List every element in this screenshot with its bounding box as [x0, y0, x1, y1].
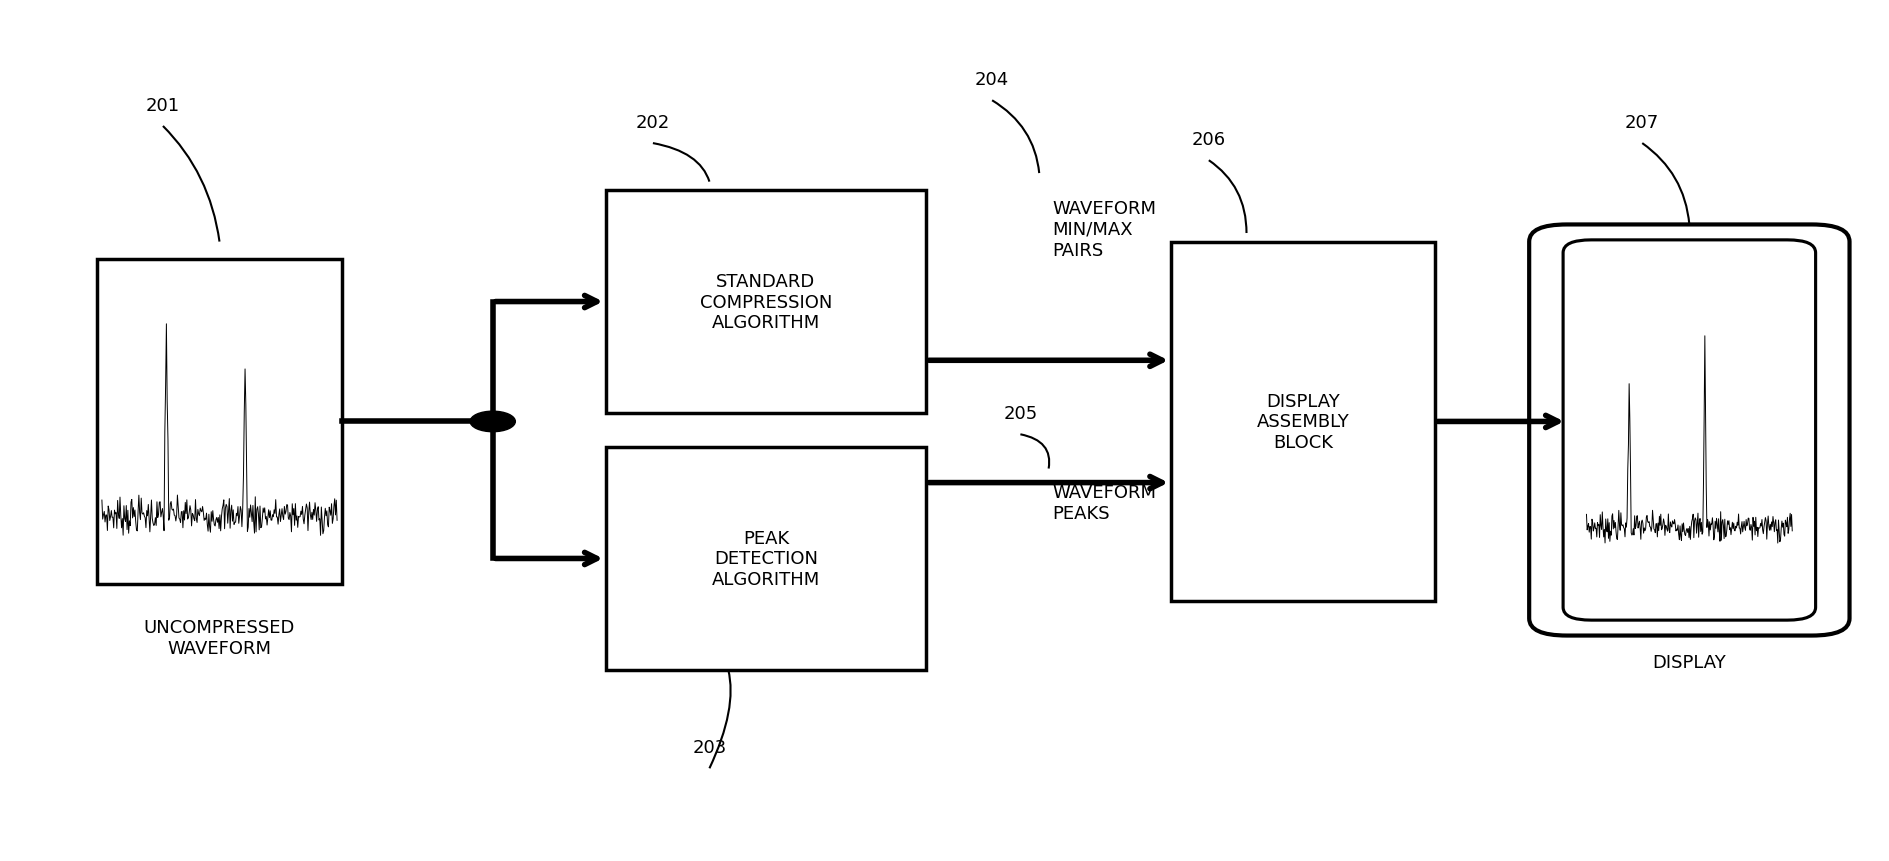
Text: 205: 205 — [1003, 405, 1037, 423]
FancyBboxPatch shape — [1562, 240, 1815, 621]
Text: WAVEFORM
PEAKS: WAVEFORM PEAKS — [1052, 484, 1156, 523]
Text: UNCOMPRESSED
WAVEFORM: UNCOMPRESSED WAVEFORM — [144, 619, 295, 658]
Circle shape — [470, 412, 516, 432]
Text: STANDARD
COMPRESSION
ALGORITHM: STANDARD COMPRESSION ALGORITHM — [699, 272, 831, 332]
FancyBboxPatch shape — [1528, 226, 1849, 635]
Text: 207: 207 — [1625, 114, 1659, 132]
Bar — [606, 448, 926, 670]
Bar — [606, 191, 926, 413]
Text: DISPLAY: DISPLAY — [1651, 653, 1725, 671]
Text: DISPLAY
ASSEMBLY
BLOCK: DISPLAY ASSEMBLY BLOCK — [1256, 392, 1349, 452]
Bar — [96, 259, 342, 585]
Text: 204: 204 — [975, 71, 1009, 89]
Text: 202: 202 — [635, 114, 671, 132]
Text: 206: 206 — [1192, 131, 1226, 149]
Text: PEAK
DETECTION
ALGORITHM: PEAK DETECTION ALGORITHM — [712, 529, 820, 589]
Bar — [1171, 242, 1434, 602]
Text: 201: 201 — [145, 96, 179, 115]
Text: WAVEFORM
MIN/MAX
PAIRS: WAVEFORM MIN/MAX PAIRS — [1052, 200, 1156, 259]
Text: 203: 203 — [691, 738, 725, 756]
